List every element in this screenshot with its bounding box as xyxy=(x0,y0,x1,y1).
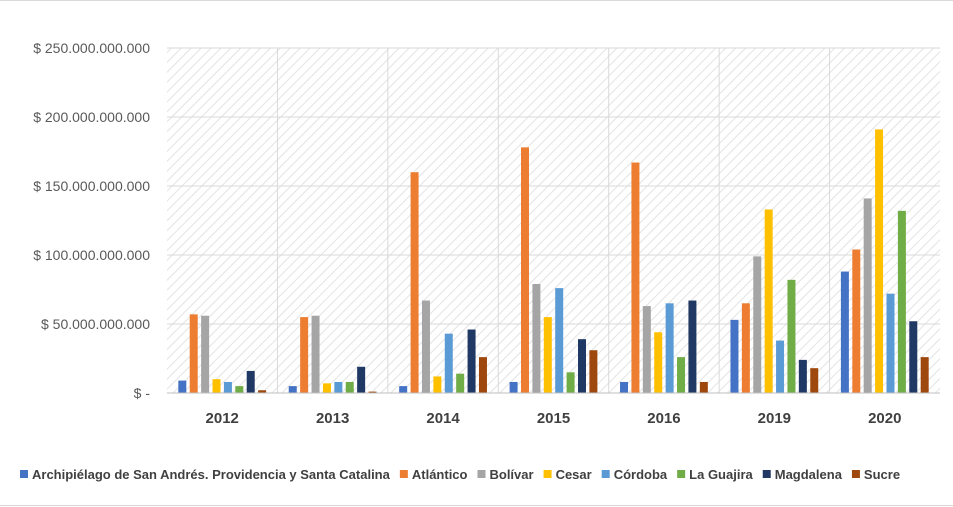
legend-swatch xyxy=(543,470,552,478)
bar-2019-0 xyxy=(730,319,739,393)
bar-2012-3 xyxy=(212,379,221,393)
y-tick-label: $ 100.000.000.000 xyxy=(33,247,150,263)
bar-2019-3 xyxy=(764,209,773,393)
bar-2015-7 xyxy=(589,350,598,393)
bar-2019-5 xyxy=(787,279,796,393)
bar-2019-6 xyxy=(798,359,807,393)
legend: Archipiélago de San Andrés. Providencia … xyxy=(20,467,900,482)
legend-label: Cesar xyxy=(556,467,592,482)
x-tick-label: 2019 xyxy=(758,410,791,427)
bar-2016-1 xyxy=(631,162,640,393)
bar-2016-4 xyxy=(665,303,674,393)
bar-2013-5 xyxy=(345,381,354,393)
bar-2012-1 xyxy=(189,314,198,393)
bar-2013-6 xyxy=(357,366,366,393)
bar-2019-4 xyxy=(776,340,785,393)
bar-2016-3 xyxy=(654,332,663,393)
bar-2012-5 xyxy=(235,386,244,393)
bar-2015-6 xyxy=(578,339,586,393)
y-tick-label: $ 50.000.000.000 xyxy=(41,316,150,332)
bar-2015-3 xyxy=(543,317,552,393)
y-tick-label: $ 150.000.000.000 xyxy=(33,178,150,194)
bar-2013-3 xyxy=(322,383,331,393)
legend-swatch xyxy=(851,470,860,478)
bar-2016-6 xyxy=(688,300,697,393)
bar-2012-7 xyxy=(258,390,267,393)
y-tick-label: $ 200.000.000.000 xyxy=(33,109,150,125)
legend-swatch xyxy=(601,470,610,478)
bar-2015-1 xyxy=(521,147,529,393)
legend-label: Córdoba xyxy=(614,467,668,482)
bar-2016-2 xyxy=(642,306,651,393)
gridlines xyxy=(167,47,940,393)
bar-2012-4 xyxy=(223,381,232,393)
x-tick-label: 2014 xyxy=(426,410,460,427)
legend-swatch xyxy=(399,470,408,478)
bar-2014-3 xyxy=(433,376,442,393)
x-tick-label: 2020 xyxy=(868,410,901,427)
bars xyxy=(178,129,929,394)
x-tick-label: 2012 xyxy=(206,410,239,427)
bar-2012-6 xyxy=(246,370,255,393)
bar-2013-2 xyxy=(311,315,320,393)
bar-2016-0 xyxy=(620,381,629,393)
legend-label: Atlántico xyxy=(412,467,468,482)
legend-label: Sucre xyxy=(864,467,900,482)
bar-2015-5 xyxy=(566,372,575,393)
legend-label: Bolívar xyxy=(489,467,533,482)
bar-2020-7 xyxy=(920,357,929,393)
bar-2019-2 xyxy=(753,256,762,393)
bar-2020-3 xyxy=(875,129,884,394)
x-tick-label: 2016 xyxy=(647,410,680,427)
bar-2013-1 xyxy=(300,317,309,393)
bar-2020-0 xyxy=(840,271,849,393)
x-tick-label: 2015 xyxy=(537,410,570,427)
bar-2019-1 xyxy=(741,303,750,393)
bar-2015-4 xyxy=(555,288,564,393)
bar-2012-0 xyxy=(178,380,187,393)
legend-swatch xyxy=(20,470,28,478)
bar-2014-0 xyxy=(399,386,408,393)
legend-label: Magdalena xyxy=(775,467,843,482)
bar-2020-5 xyxy=(897,210,906,393)
bar-2020-4 xyxy=(886,293,895,393)
bar-2013-0 xyxy=(288,386,297,393)
y-tick-label: $ 250.000.000.000 xyxy=(33,40,150,56)
bar-2014-5 xyxy=(456,373,465,393)
y-tick-label: $ - xyxy=(134,385,151,401)
bar-2014-7 xyxy=(478,357,487,393)
bar-2016-7 xyxy=(699,381,708,393)
bar-2020-6 xyxy=(909,321,918,393)
bar-2014-6 xyxy=(467,329,476,393)
legend-swatch xyxy=(762,470,771,478)
bar-2015-0 xyxy=(509,381,518,393)
x-tick-label: 2013 xyxy=(316,410,349,427)
bar-2014-4 xyxy=(444,333,453,393)
bar-2012-2 xyxy=(201,315,210,393)
bar-2014-1 xyxy=(410,172,419,393)
legend-swatch xyxy=(477,470,486,478)
bar-2016-5 xyxy=(677,357,686,393)
bar-2014-2 xyxy=(421,300,430,393)
x-axis: 2012 2013 2014 2015 2016 2019 2020 xyxy=(206,410,902,427)
bar-2019-7 xyxy=(810,368,819,393)
plot-area xyxy=(167,48,940,393)
bar-2013-7 xyxy=(368,391,377,393)
bar-2013-4 xyxy=(334,381,343,393)
y-axis: $ - $ 50.000.000.000 $ 100.000.000.000 $ 15… xyxy=(33,40,150,401)
legend-swatch xyxy=(677,470,686,478)
bar-2020-2 xyxy=(863,198,872,393)
legend-label: La Guajira xyxy=(689,467,753,482)
bar-2020-1 xyxy=(852,249,861,393)
legend-label: Archipiélago de San Andrés. Providencia … xyxy=(32,467,391,482)
bar-2015-2 xyxy=(532,283,541,393)
